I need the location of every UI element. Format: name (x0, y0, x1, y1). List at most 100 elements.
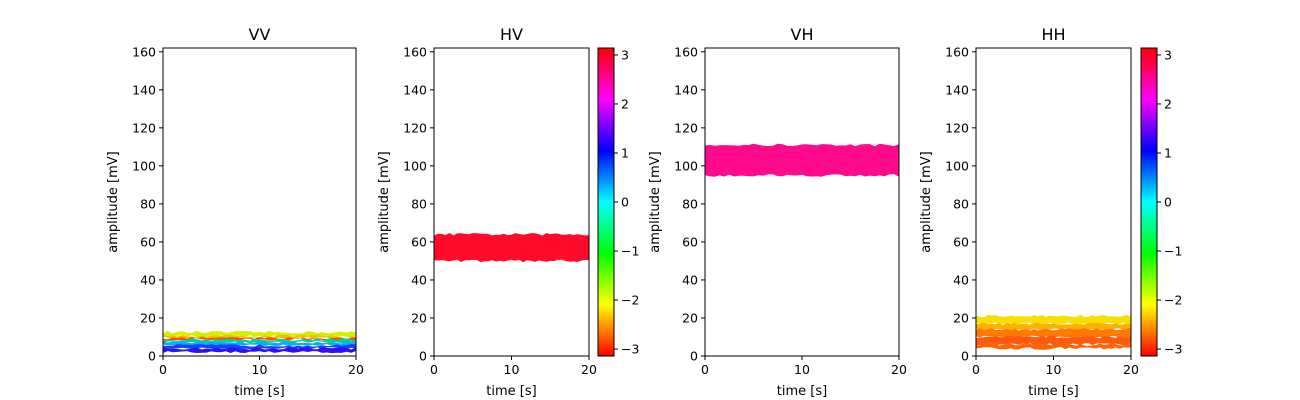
y-tick-label: 40 (953, 272, 969, 287)
y-tick-label: 60 (953, 234, 969, 249)
x-tick-label: 10 (252, 362, 268, 377)
x-axis-label: time [s] (777, 384, 827, 399)
data-bands (163, 330, 356, 354)
data-band-3 (976, 335, 1131, 346)
colorbar-tick-label: 3 (621, 47, 629, 62)
x-tick-label: 10 (794, 362, 810, 377)
y-tick-label: 20 (953, 310, 969, 325)
y-tick-label: 100 (674, 158, 698, 173)
y-tick-label: 140 (674, 82, 698, 97)
y-tick-label: 40 (140, 272, 156, 287)
x-tick-label: 20 (891, 362, 907, 377)
chart-title: HV (500, 25, 523, 44)
y-tick-label: 80 (140, 196, 156, 211)
x-tick-label: 10 (1046, 362, 1062, 377)
x-tick-label: 10 (504, 362, 520, 377)
x-tick-label: 20 (1123, 362, 1139, 377)
y-tick-label: 0 (961, 349, 969, 364)
subplot-vh: VH 0 10 20 0 20 40 60 80 100 120 140 160 time [s] a… (648, 25, 907, 399)
colorbar-tick-label: 0 (621, 195, 629, 210)
subplot-vv: VV 0 10 20 0 20 40 60 80 100 120 140 160 time [s] a… (106, 25, 364, 399)
y-tick-label: 80 (411, 196, 427, 211)
colorbar-gradient (1140, 47, 1158, 357)
data-band-0 (434, 233, 589, 263)
chart-title: VH (791, 25, 814, 44)
x-tick-label: 20 (581, 362, 597, 377)
y-tick-label: 160 (945, 44, 969, 59)
ticks: 0 10 20 0 20 40 60 80 100 120 140 160 (674, 44, 907, 377)
colorbar-tick-label: −2 (1164, 293, 1182, 308)
x-axis-label: time [s] (1028, 384, 1078, 399)
data-band-0 (976, 314, 1131, 325)
colorbar-tick-label: 2 (1164, 96, 1172, 111)
y-tick-label: 140 (403, 82, 427, 97)
y-tick-label: 0 (148, 349, 156, 364)
y-axis-label: amplitude [mV] (106, 151, 121, 253)
plot-frame (975, 47, 1132, 357)
y-tick-label: 100 (132, 158, 156, 173)
colorbar: 3 2 1 0 −1 −2 −3 (597, 47, 639, 357)
y-tick-label: 40 (682, 272, 698, 287)
y-tick-label: 80 (682, 196, 698, 211)
y-tick-label: 0 (690, 349, 698, 364)
x-tick-label: 0 (972, 362, 980, 377)
y-tick-label: 40 (411, 272, 427, 287)
ticks: 0 10 20 0 20 40 60 80 100 120 140 160 (945, 44, 1139, 377)
y-tick-label: 140 (132, 82, 156, 97)
plot-frame (433, 47, 590, 357)
y-tick-label: 80 (953, 196, 969, 211)
y-tick-label: 120 (132, 120, 156, 135)
data-bands (976, 314, 1131, 350)
colorbar-gradient (597, 47, 615, 357)
y-tick-label: 160 (403, 44, 427, 59)
y-tick-label: 20 (140, 310, 156, 325)
x-tick-label: 20 (348, 362, 364, 377)
y-tick-label: 100 (403, 158, 427, 173)
data-band-0 (705, 143, 899, 177)
y-tick-label: 60 (140, 234, 156, 249)
y-axis-label: amplitude [mV] (377, 151, 392, 253)
colorbar-tick-label: −3 (621, 342, 639, 357)
ticks: 0 10 20 0 20 40 60 80 100 120 140 160 (403, 44, 597, 377)
y-tick-label: 120 (945, 120, 969, 135)
x-axis-label: time [s] (234, 384, 284, 399)
y-tick-label: 60 (411, 234, 427, 249)
data-band-6 (163, 347, 356, 354)
colorbar-tick-label: −1 (1164, 244, 1182, 259)
ticks: 0 10 20 0 20 40 60 80 100 120 140 160 (132, 44, 364, 377)
data-band-4 (976, 343, 1131, 350)
colorbar-tick-label: 0 (1164, 195, 1172, 210)
y-tick-label: 20 (411, 310, 427, 325)
y-tick-label: 100 (945, 158, 969, 173)
data-band-2 (976, 328, 1131, 339)
y-axis-label: amplitude [mV] (919, 151, 934, 253)
y-tick-label: 160 (132, 44, 156, 59)
y-tick-label: 60 (682, 234, 698, 249)
plot-frame (704, 47, 900, 357)
x-axis-label: time [s] (486, 384, 536, 399)
y-axis-label: amplitude [mV] (648, 151, 663, 253)
x-tick-label: 0 (430, 362, 438, 377)
chart-title: VV (249, 25, 271, 44)
x-tick-label: 0 (159, 362, 167, 377)
colorbar-tick-label: 1 (1164, 145, 1172, 160)
colorbar-tick-label: −1 (621, 244, 639, 259)
plot-frame (162, 47, 357, 357)
y-tick-label: 0 (419, 349, 427, 364)
data-bands (434, 233, 589, 263)
y-tick-label: 20 (682, 310, 698, 325)
x-tick-label: 0 (701, 362, 709, 377)
colorbar: 3 2 1 0 −1 −2 −3 (1140, 47, 1182, 357)
colorbar-tick-label: 2 (621, 96, 629, 111)
colorbar-tick-label: −2 (621, 293, 639, 308)
colorbar-tick-label: −3 (1164, 342, 1182, 357)
colorbar-tick-label: 3 (1164, 47, 1172, 62)
colorbar-ticks: 3 2 1 0 −1 −2 −3 (1157, 47, 1182, 357)
data-band-1 (163, 334, 356, 340)
y-tick-label: 120 (674, 120, 698, 135)
y-tick-label: 120 (403, 120, 427, 135)
y-tick-label: 160 (674, 44, 698, 59)
